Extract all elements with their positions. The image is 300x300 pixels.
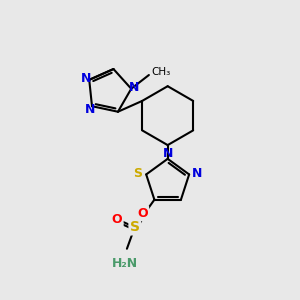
Text: S: S [130,220,140,234]
Text: N: N [81,72,92,85]
Text: O: O [112,213,122,226]
Text: N: N [85,103,95,116]
Text: N: N [192,167,202,180]
Text: N: N [163,147,173,160]
Text: H₂N: H₂N [112,256,138,270]
Text: N: N [129,81,140,94]
Text: CH₃: CH₃ [151,67,170,77]
Text: S: S [133,167,142,180]
Text: O: O [137,207,148,220]
